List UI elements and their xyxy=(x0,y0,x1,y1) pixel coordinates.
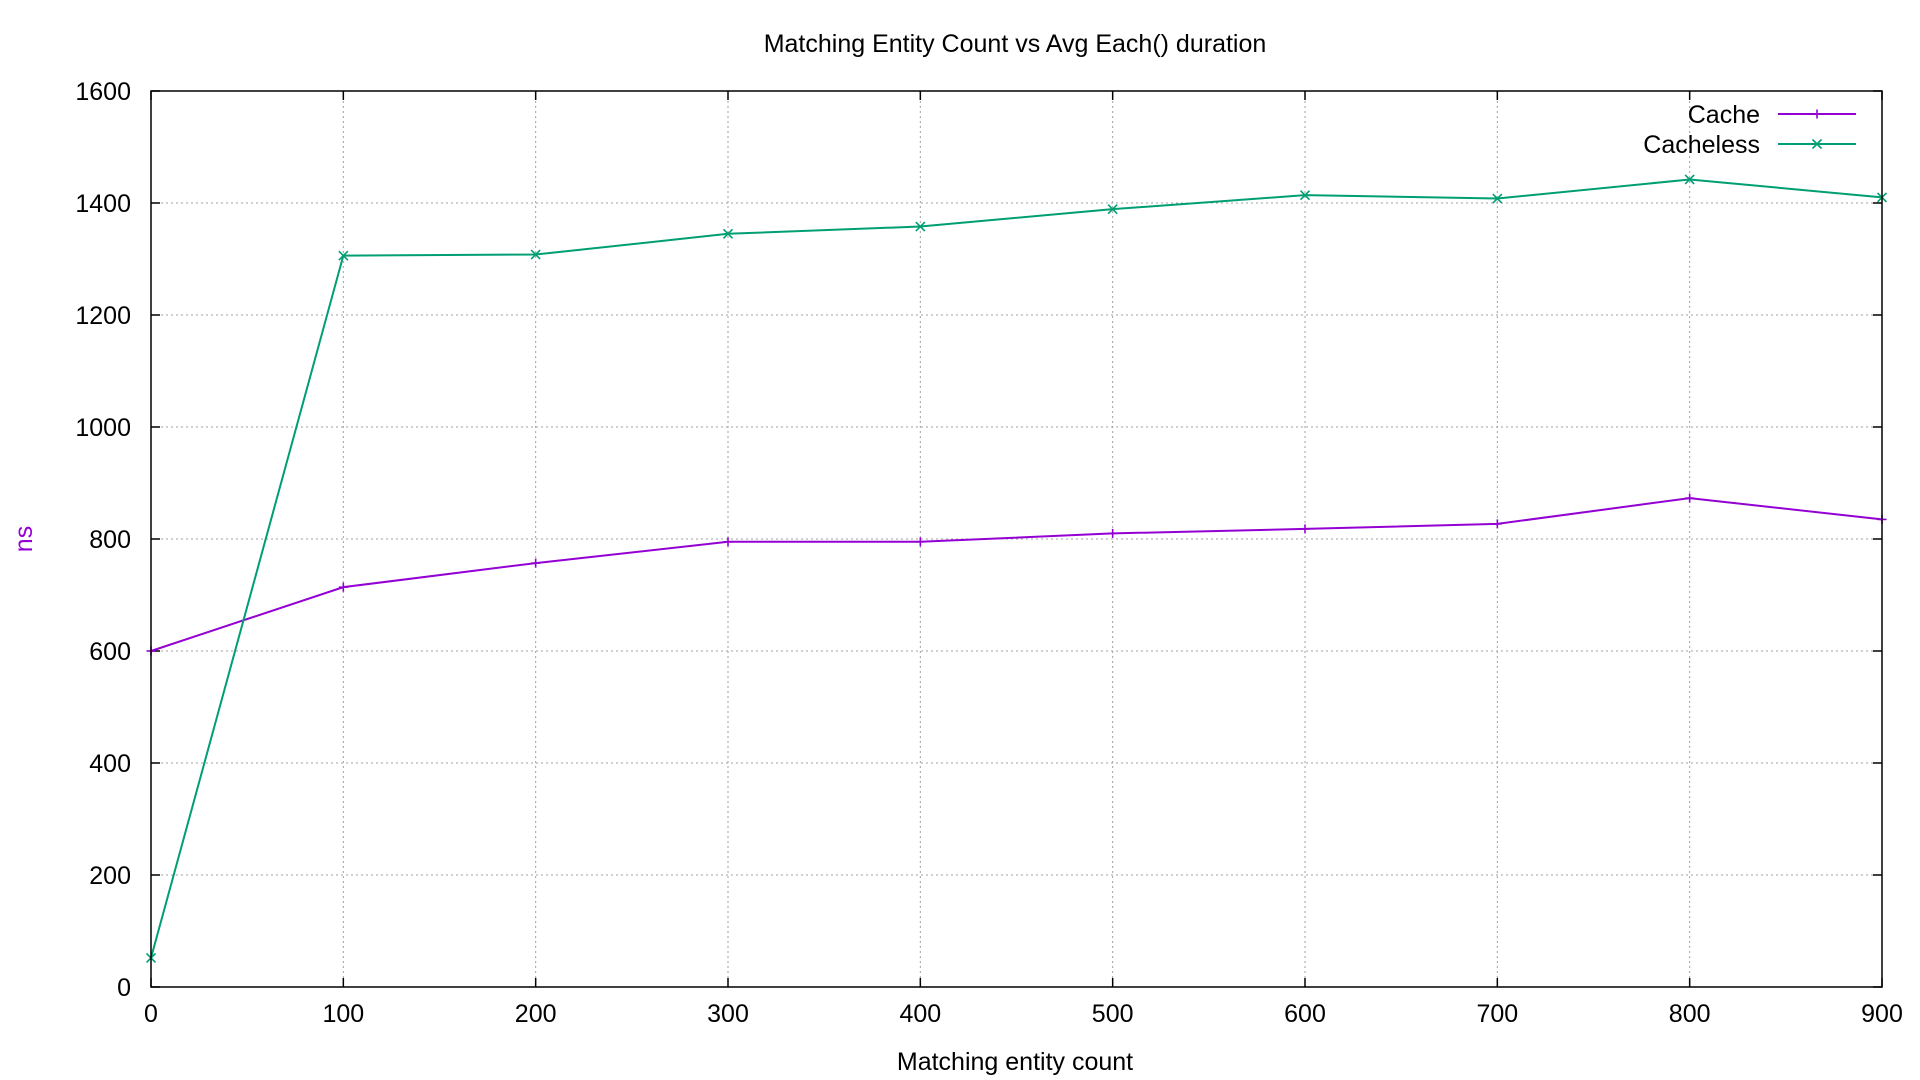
y-tick-label: 1400 xyxy=(75,190,131,218)
series-cache xyxy=(146,493,1887,656)
x-tick-label: 700 xyxy=(1476,1000,1518,1028)
data-point-cacheless xyxy=(915,221,926,232)
y-tick-label: 400 xyxy=(89,750,131,778)
y-tick-label: 800 xyxy=(89,526,131,554)
data-point-cache xyxy=(338,582,348,592)
series-line-cacheless xyxy=(150,178,1883,959)
y-tick-label: 0 xyxy=(117,974,131,1002)
legend-marker xyxy=(1811,138,1823,150)
data-point-cacheless xyxy=(338,250,349,261)
y-tick-label: 600 xyxy=(89,638,131,666)
data-point-cache xyxy=(915,537,925,547)
y-tick-label: 1200 xyxy=(75,302,131,330)
data-point-cache xyxy=(531,558,541,568)
axes: 0 100 200 300 400 500 600 700 800 900 0 200 400 600 80… xyxy=(75,78,1902,1028)
legend-label: Cacheless xyxy=(1643,131,1760,159)
chart-title: Matching Entity Count vs Avg Each() dura… xyxy=(764,30,1267,58)
x-tick-label: 200 xyxy=(515,1000,557,1028)
legend-item-cache: Cache xyxy=(1688,101,1856,129)
y-tick-label: 1000 xyxy=(75,414,131,442)
x-tick-label: 100 xyxy=(322,1000,364,1028)
y-tick-label: 200 xyxy=(89,862,131,890)
data-point-cache xyxy=(723,537,733,547)
x-tick-label: 0 xyxy=(144,1000,158,1028)
data-point-cache xyxy=(1300,524,1310,534)
x-tick-label: 500 xyxy=(1092,1000,1134,1028)
x-axis-label: Matching entity count xyxy=(897,1048,1133,1076)
plot-frame xyxy=(150,90,1883,988)
legend-item-cacheless: Cacheless xyxy=(1643,131,1856,159)
x-tick-label: 800 xyxy=(1669,1000,1711,1028)
x-tick-label: 300 xyxy=(707,1000,749,1028)
legend-marker xyxy=(1812,109,1822,119)
data-point-cacheless xyxy=(1492,193,1503,204)
data-point-cacheless xyxy=(722,228,734,239)
x-tick-label: 400 xyxy=(899,1000,941,1028)
data-point-cache xyxy=(1492,519,1502,529)
y-tick-label: 1600 xyxy=(75,78,131,106)
x-tick-label: 900 xyxy=(1861,1000,1903,1028)
legend-label: Cache xyxy=(1688,101,1760,129)
x-tick-label: 600 xyxy=(1284,1000,1326,1028)
grid xyxy=(151,91,1882,987)
data-point-cacheless xyxy=(1107,204,1118,215)
y-axis-label: ns xyxy=(10,526,38,552)
data-point-cacheless xyxy=(530,249,541,260)
series-group xyxy=(145,174,1888,963)
series-cacheless xyxy=(145,174,1888,963)
data-point-cacheless xyxy=(1684,174,1695,185)
data-point-cache xyxy=(1108,528,1118,538)
series-line-cache xyxy=(150,497,1883,652)
data-point-cache xyxy=(1685,493,1695,503)
data-point-cacheless xyxy=(1299,190,1311,201)
